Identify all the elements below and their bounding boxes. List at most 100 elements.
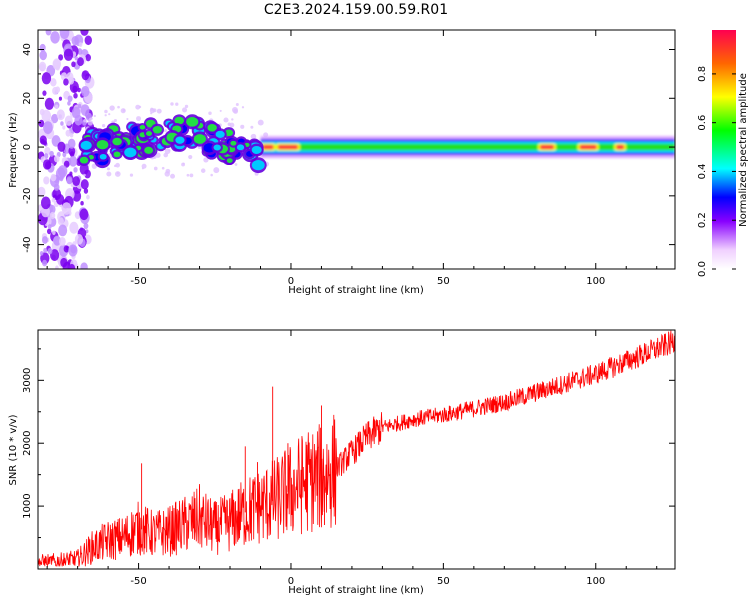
noise-speckle xyxy=(71,61,76,68)
blob-inner xyxy=(251,145,262,154)
band-strong-red xyxy=(539,144,555,150)
faint-speckle xyxy=(203,157,209,163)
blob-inner xyxy=(186,116,199,127)
noise-speckle xyxy=(52,230,56,236)
colorbar-tick-label: 0.0 xyxy=(697,261,708,277)
noise-speckle xyxy=(69,151,75,158)
blob-inner xyxy=(193,134,206,144)
blob-inner xyxy=(112,137,122,146)
faint-speckle xyxy=(227,122,231,126)
spectrogram-heatmap xyxy=(38,30,675,269)
blob-inner xyxy=(175,136,185,144)
noise-speckle xyxy=(38,119,45,128)
noise-speckle xyxy=(53,235,61,246)
colorbar-ticks: 0.0 0.2 0.4 0.6 0.8 xyxy=(697,66,736,277)
faint-speckle xyxy=(257,119,264,126)
noise-speckle xyxy=(49,150,54,157)
faint-speckle xyxy=(186,173,190,177)
snr-ytick-label: 2000 xyxy=(22,430,33,455)
noise-speckle xyxy=(64,115,73,126)
blob-inner xyxy=(226,158,233,163)
snr-panel: -50 0 50 100 1000 2000 3000 Height of straight… xyxy=(8,329,676,596)
noise-speckle xyxy=(65,245,70,251)
spectrogram-ytick-label: -40 xyxy=(22,236,33,252)
noise-speckle xyxy=(73,167,78,173)
noise-speckle xyxy=(44,146,51,156)
blob-inner xyxy=(144,146,154,154)
noise-speckle xyxy=(63,48,74,61)
figure-title: C2E3.2024.159.00.59.R01 xyxy=(264,2,448,18)
noise-speckle xyxy=(81,86,90,98)
blob-inner xyxy=(145,131,153,136)
noise-speckle xyxy=(83,188,89,194)
faint-speckle xyxy=(231,118,234,121)
noise-speckle xyxy=(57,217,64,226)
noise-speckle xyxy=(42,90,47,96)
snr-xtick-label: -50 xyxy=(130,576,146,587)
noise-speckle xyxy=(67,95,73,103)
faint-speckle xyxy=(114,171,121,177)
noise-speckle xyxy=(50,78,57,87)
faint-speckle xyxy=(104,109,108,114)
noise-speckle xyxy=(74,114,83,126)
noise-speckle xyxy=(63,160,70,168)
noise-speckle xyxy=(46,228,52,235)
noise-speckle xyxy=(60,257,68,268)
faint-speckle xyxy=(223,117,229,123)
noise-speckle xyxy=(41,72,52,85)
faint-speckle xyxy=(240,124,245,129)
noise-speckle xyxy=(59,30,70,39)
faint-speckle xyxy=(161,166,165,170)
noise-speckle xyxy=(60,121,64,126)
noise-speckle xyxy=(53,183,60,191)
faint-speckle xyxy=(135,104,141,110)
faint-speckle xyxy=(126,117,129,121)
faint-speckle xyxy=(106,171,112,177)
faint-speckle xyxy=(235,103,239,106)
noise-speckle xyxy=(39,50,47,61)
noise-speckle xyxy=(68,244,78,257)
colorbar: 0.0 0.2 0.4 0.6 0.8 Normalized spectral ampl… xyxy=(697,30,749,277)
faint-speckle xyxy=(109,105,115,111)
blob-inner xyxy=(113,151,121,158)
faint-speckle xyxy=(106,167,110,171)
faint-speckle xyxy=(108,113,111,116)
noise-speckle xyxy=(39,251,44,256)
blob-inner xyxy=(152,126,162,134)
colorbar-tick-label: 0.8 xyxy=(697,66,708,82)
snr-xlabel: Height of straight line (km) xyxy=(288,585,424,596)
noise-speckle xyxy=(54,104,59,109)
faint-speckle xyxy=(153,155,157,159)
faint-speckle xyxy=(141,167,144,170)
noise-speckle xyxy=(77,57,84,67)
spectrogram-ytick-label: 0 xyxy=(22,144,33,150)
noise-speckle xyxy=(68,263,76,269)
noise-speckle xyxy=(40,196,51,210)
faint-speckle xyxy=(181,162,185,167)
noise-speckle xyxy=(47,247,53,255)
noise-speckle xyxy=(67,101,71,106)
faint-speckle xyxy=(156,108,162,114)
band-strong-red xyxy=(616,144,625,150)
faint-speckle xyxy=(152,108,157,113)
noise-speckle xyxy=(74,233,84,245)
noise-speckle xyxy=(78,42,83,48)
noise-speckle xyxy=(63,78,69,86)
snr-ytick-label: 1000 xyxy=(22,493,33,518)
noise-speckle xyxy=(58,54,64,61)
noise-speckle xyxy=(43,247,48,253)
noise-speckle xyxy=(72,190,82,202)
noise-speckle xyxy=(72,85,78,93)
noise-speckle xyxy=(42,159,52,170)
noise-speckle xyxy=(77,103,82,109)
noise-speckle xyxy=(66,177,72,185)
faint-speckle xyxy=(117,105,120,109)
faint-speckle xyxy=(153,166,158,171)
blob-inner xyxy=(224,129,234,137)
noise-speckle xyxy=(84,35,92,46)
blob-inner xyxy=(79,156,89,164)
noise-speckle xyxy=(43,121,53,134)
colorbar-label: Normalized spectral amplitude xyxy=(738,73,749,227)
noise-speckle xyxy=(42,259,48,267)
